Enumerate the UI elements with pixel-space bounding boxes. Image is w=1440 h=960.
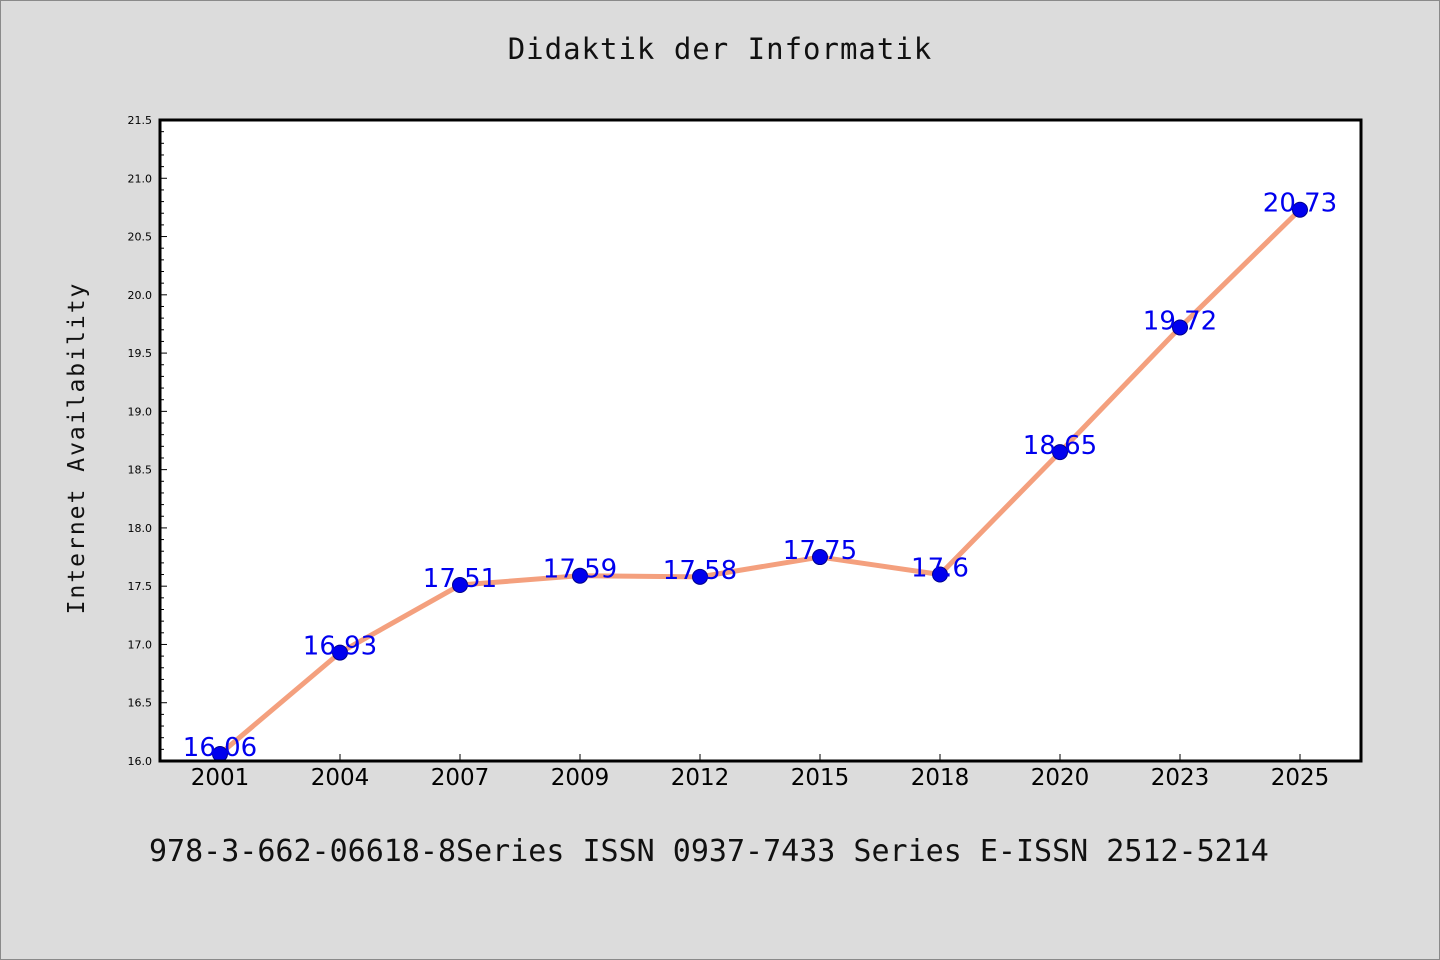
x-tick-label: 2015 bbox=[791, 765, 850, 791]
data-label: 17.51 bbox=[423, 564, 497, 594]
y-tick-label: 20.0 bbox=[128, 289, 153, 302]
data-label: 18.65 bbox=[1023, 431, 1097, 461]
data-point bbox=[932, 566, 948, 583]
y-tick-label: 17.5 bbox=[128, 580, 153, 593]
data-label: 19.72 bbox=[1143, 306, 1217, 336]
y-tick-label: 20.5 bbox=[128, 231, 153, 244]
y-tick-label: 21.0 bbox=[128, 172, 153, 185]
y-tick-label: 19.5 bbox=[128, 347, 153, 360]
data-label: 16.06 bbox=[183, 733, 257, 763]
data-label: 17.6 bbox=[911, 554, 969, 584]
data-point bbox=[692, 568, 708, 585]
x-tick-label: 2009 bbox=[551, 765, 610, 791]
y-tick-label: 16.5 bbox=[128, 697, 153, 710]
plot-area bbox=[160, 120, 1361, 761]
x-tick-label: 2012 bbox=[671, 765, 730, 791]
y-tick-label: 18.0 bbox=[128, 522, 153, 535]
data-label: 20.73 bbox=[1263, 189, 1337, 219]
x-tick-label: 2018 bbox=[911, 765, 970, 791]
data-point bbox=[1292, 201, 1308, 218]
footer-text: 978-3-662-06618-8Series ISSN 0937-7433 S… bbox=[149, 834, 1269, 869]
data-point bbox=[572, 567, 588, 584]
y-tick-label: 21.5 bbox=[128, 114, 153, 127]
data-point bbox=[812, 549, 828, 566]
data-point bbox=[332, 644, 348, 661]
x-tick-label: 2020 bbox=[1031, 765, 1090, 791]
y-tick-label: 18.5 bbox=[128, 464, 153, 477]
x-tick-label: 2023 bbox=[1151, 765, 1210, 791]
y-tick-label: 16.0 bbox=[128, 755, 153, 768]
data-label: 16.93 bbox=[303, 632, 377, 662]
y-tick-label: 17.0 bbox=[128, 638, 153, 651]
data-point bbox=[1172, 319, 1188, 336]
x-tick-label: 2004 bbox=[311, 765, 370, 791]
chart-title: Didaktik der Informatik bbox=[507, 32, 933, 66]
data-label: 17.58 bbox=[663, 556, 737, 586]
data-label: 17.59 bbox=[543, 555, 617, 585]
x-tick-label: 2025 bbox=[1271, 765, 1330, 791]
plot-border bbox=[158, 118, 1363, 763]
x-tick-label: 2001 bbox=[191, 765, 250, 791]
data-point bbox=[452, 577, 468, 594]
x-tick-label: 2007 bbox=[431, 765, 490, 791]
series-line bbox=[217, 207, 1303, 757]
data-label: 17.75 bbox=[783, 536, 857, 566]
y-tick-label: 19.0 bbox=[128, 405, 153, 418]
data-point bbox=[1052, 444, 1068, 461]
